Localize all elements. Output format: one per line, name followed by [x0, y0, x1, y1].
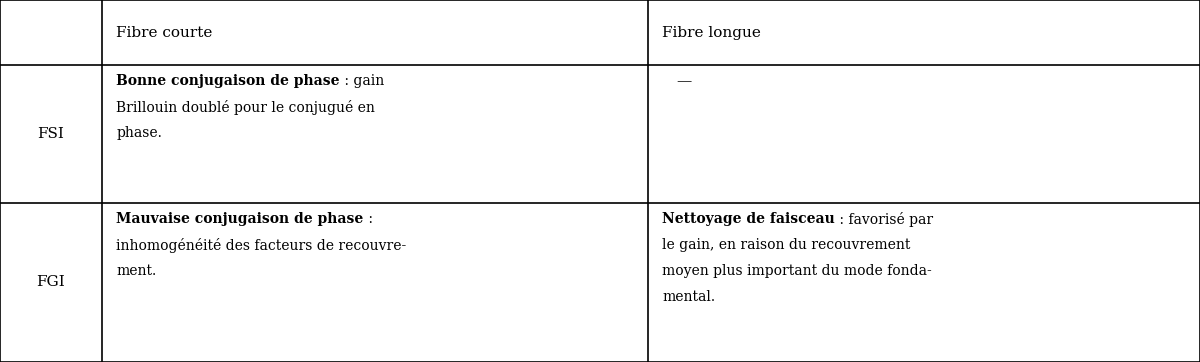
Text: moyen plus important du mode fonda-: moyen plus important du mode fonda- — [662, 264, 932, 278]
Text: Bonne conjugaison de phase: Bonne conjugaison de phase — [116, 74, 340, 88]
Text: mental.: mental. — [662, 290, 715, 304]
Text: le gain, en raison du recouvrement: le gain, en raison du recouvrement — [662, 238, 911, 252]
Text: phase.: phase. — [116, 126, 162, 140]
Text: Mauvaise conjugaison de phase: Mauvaise conjugaison de phase — [116, 212, 364, 226]
Text: FGI: FGI — [37, 275, 65, 289]
Text: :: : — [364, 212, 373, 226]
Text: : gain: : gain — [340, 74, 384, 88]
Text: —: — — [677, 74, 692, 88]
Text: Brillouin doublé pour le conjugué en: Brillouin doublé pour le conjugué en — [116, 100, 376, 115]
Text: FSI: FSI — [37, 127, 65, 141]
Text: : favorisé par: : favorisé par — [835, 212, 934, 227]
Text: ment.: ment. — [116, 264, 157, 278]
Text: Fibre longue: Fibre longue — [662, 26, 761, 39]
Text: Nettoyage de faisceau: Nettoyage de faisceau — [662, 212, 835, 226]
Text: Fibre courte: Fibre courte — [116, 26, 212, 39]
Text: inhomogénéité des facteurs de recouvre-: inhomogénéité des facteurs de recouvre- — [116, 238, 407, 253]
